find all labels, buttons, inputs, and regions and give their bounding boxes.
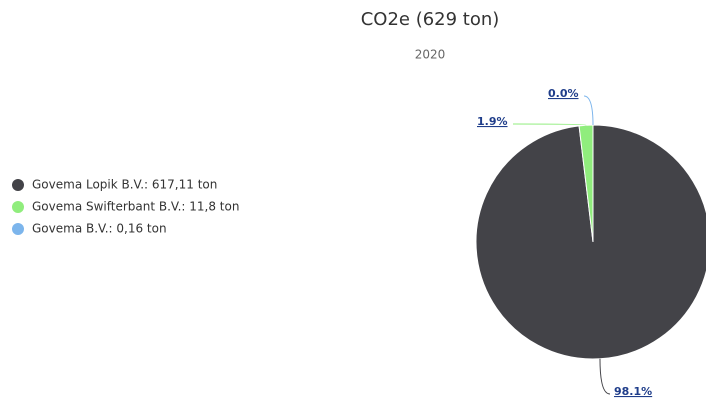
chart-title: CO2e (629 ton): [361, 9, 500, 30]
data-label: 0.0%: [548, 87, 579, 100]
legend-label: Govema B.V.: 0,16 ton: [32, 222, 167, 236]
data-label: 1.9%: [477, 115, 508, 128]
legend-symbol: [12, 179, 24, 191]
legend-symbol: [12, 223, 24, 235]
legend-symbol: [12, 201, 24, 213]
data-label: 98.1%: [614, 385, 652, 398]
label-connector: [599, 358, 611, 395]
legend-label: Govema Lopik B.V.: 617,11 ton: [32, 178, 217, 192]
chart-subtitle: 2020: [415, 48, 446, 62]
label-connector: [583, 95, 594, 126]
label-connector: [512, 123, 587, 126]
legend-label: Govema Swifterbant B.V.: 11,8 ton: [32, 200, 239, 214]
pie-slice: [475, 124, 706, 360]
